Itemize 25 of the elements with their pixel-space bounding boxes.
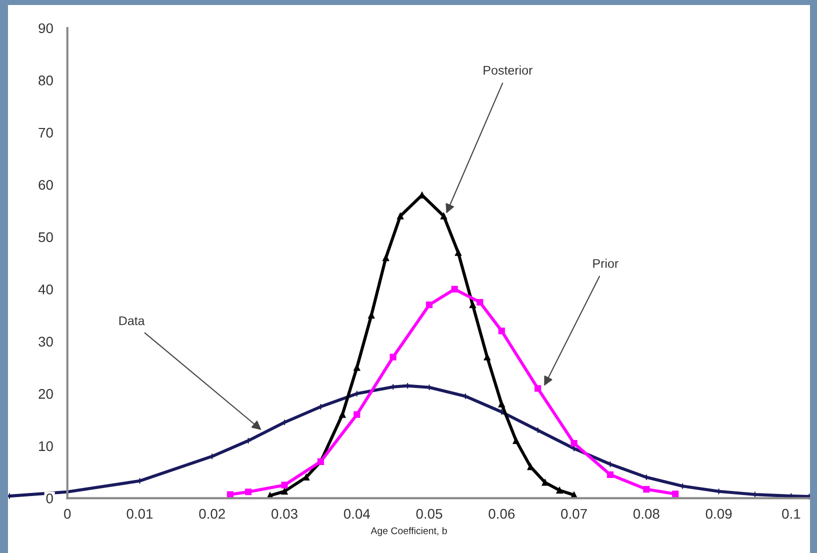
x-tick-label: 0.01: [126, 508, 153, 519]
x-tick-label: 0.07: [561, 508, 587, 519]
x-tick-label: 0.04: [344, 508, 370, 519]
x-tick-label: 0.09: [706, 508, 732, 519]
x-tick-label: 0: [64, 508, 71, 519]
y-tick-label: 40: [38, 284, 53, 294]
y-tick-label: 80: [38, 76, 53, 86]
annotation: Data: [119, 316, 145, 326]
y-tick-label: 90: [38, 23, 53, 34]
x-tick-label: 0.03: [272, 508, 298, 519]
x-tick-label: 0.06: [488, 508, 515, 519]
x-axis-title: Age Coefficient, b: [370, 527, 447, 536]
y-tick-label: 60: [38, 180, 53, 190]
x-tick-label: 0.02: [199, 508, 225, 519]
y-tick-label: 50: [38, 232, 53, 242]
annotation: Posterior: [484, 66, 532, 75]
y-tick-label: 10: [39, 441, 53, 452]
y-tick-label: 20: [38, 389, 53, 399]
x-tick-label: 0.05: [416, 508, 442, 519]
y-tick-label: 30: [38, 336, 53, 347]
x-tick-label: 0.08: [633, 508, 660, 519]
x-tick-label: 0.1: [782, 508, 800, 519]
y-tick-label: 70: [38, 128, 53, 138]
annotation: Prior: [593, 258, 618, 268]
y-tick-label: 0: [46, 493, 53, 504]
